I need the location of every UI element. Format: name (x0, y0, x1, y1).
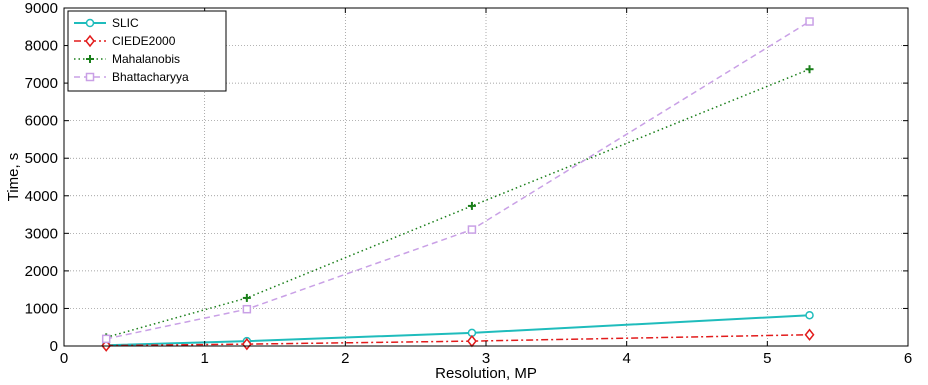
legend-marker (85, 72, 95, 82)
x-tick-label: 5 (763, 350, 771, 367)
x-tick-label: 4 (622, 350, 630, 367)
data-point-bhattacharyya (242, 304, 252, 314)
data-point-mahalanobis (467, 201, 476, 210)
x-tick-label: 3 (482, 350, 490, 367)
data-point-mahalanobis (242, 293, 251, 302)
y-tick-label: 3000 (25, 225, 58, 242)
data-point-bhattacharyya (805, 17, 814, 26)
y-tick-label: 6000 (25, 113, 58, 130)
legend-label: Bhattacharyya (112, 70, 189, 84)
y-tick-label: 0 (50, 338, 58, 355)
axis-ticks: 0 1 2 3 4 5 6 0 1000 2000 3000 4000 5000 6000 7000 8000… (25, 0, 913, 367)
data-point-bhattacharyya (101, 334, 111, 344)
y-tick-label: 9000 (25, 0, 58, 17)
y-tick-label: 2000 (25, 263, 58, 280)
data-point-bhattacharyya (467, 225, 477, 234)
y-tick-label: 4000 (25, 188, 58, 205)
legend-label: Mahalanobis (112, 52, 180, 66)
y-axis-label: Time, s (5, 153, 22, 202)
series-layer (101, 17, 815, 352)
grid-lines (64, 8, 908, 346)
legend: SLIC CIEDE2000 Mahalanobis Bhattacharyya (67, 10, 227, 92)
series-bhattacharyya (101, 17, 814, 344)
y-tick-label: 5000 (25, 150, 58, 167)
data-point-slic (805, 310, 814, 320)
data-point-mahalanobis (805, 65, 814, 74)
legend-label: SLIC (112, 16, 139, 30)
x-tick-label: 1 (200, 350, 208, 367)
legend-entry-slic: SLIC (74, 16, 139, 30)
y-tick-label: 7000 (25, 75, 58, 92)
y-tick-label: 1000 (25, 300, 58, 317)
legend-marker (85, 18, 95, 28)
data-point-ciede2000 (241, 337, 252, 351)
x-tick-label: 0 (60, 350, 68, 367)
x-tick-label: 2 (341, 350, 349, 367)
legend-marker (85, 34, 95, 48)
series-line-mahalanobis (105, 68, 810, 339)
data-point-ciede2000 (804, 328, 815, 341)
y-tick-label: 8000 (25, 38, 58, 55)
series-line-slic (106, 314, 810, 347)
legend-entry-ciede2000: CIEDE2000 (74, 34, 176, 48)
x-axis-label: Resolution, MP (435, 365, 537, 382)
series-line-ciede2000 (106, 333, 810, 347)
x-tick-label: 6 (904, 350, 912, 367)
series-line-bhattacharyya (106, 20, 810, 340)
legend-entry-mahalanobis: Mahalanobis (74, 52, 180, 66)
legend-label: CIEDE2000 (112, 34, 176, 48)
legend-entry-bhattacharyya: Bhattacharyya (74, 70, 189, 84)
legend-marker (86, 55, 94, 63)
